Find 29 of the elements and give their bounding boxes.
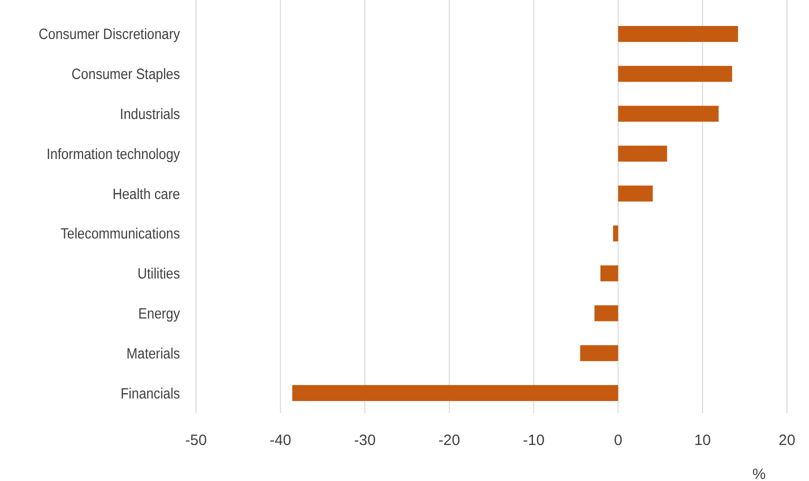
bar — [618, 146, 668, 162]
y-tick-label: Consumer Staples — [72, 65, 180, 82]
bar — [618, 66, 732, 82]
x-tick-label: -20 — [438, 432, 460, 449]
bar — [600, 265, 618, 282]
y-tick-label: Consumer Discretionary — [38, 25, 181, 42]
y-tick-label: Information technology — [46, 145, 181, 162]
x-tick-label: -50 — [185, 432, 207, 449]
y-tick-label: Financials — [120, 384, 180, 402]
bar — [618, 106, 719, 122]
x-tick-label: 20 — [778, 432, 796, 449]
x-tick-label: 0 — [614, 432, 622, 449]
bar — [594, 305, 618, 322]
x-tick-label: -10 — [522, 432, 545, 449]
x-axis-title: % — [752, 466, 766, 481]
bar — [613, 225, 618, 242]
x-tick-label: -30 — [354, 432, 376, 449]
y-tick-label: Energy — [138, 304, 181, 322]
y-tick-label: Industrials — [120, 105, 180, 122]
y-tick-label: Health care — [112, 185, 180, 202]
bar — [580, 345, 618, 362]
y-tick-label: Utilities — [138, 264, 180, 282]
x-tick-label: 10 — [694, 432, 711, 449]
bar — [292, 385, 618, 402]
bar — [618, 26, 738, 42]
y-tick-label: Materials — [126, 344, 180, 362]
bar — [618, 186, 653, 202]
x-tick-label: -40 — [270, 432, 292, 449]
y-tick-label: Telecommunications — [60, 224, 180, 242]
